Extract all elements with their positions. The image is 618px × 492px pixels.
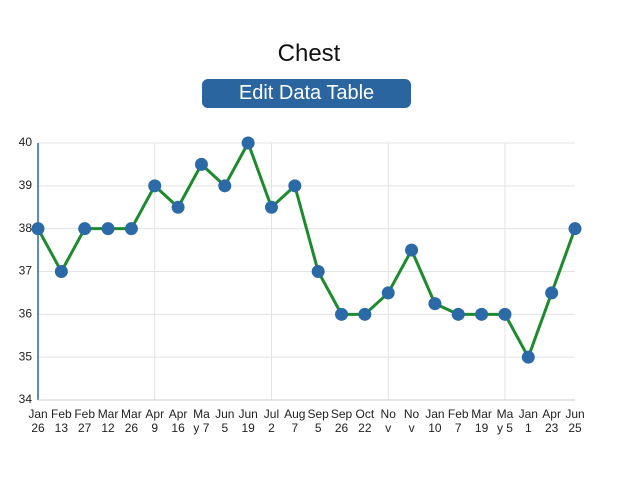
data-point (264, 200, 278, 214)
data-point (545, 286, 559, 300)
x-tick-label: Jun 19 (238, 407, 258, 435)
x-tick-label: Feb 7 (447, 407, 469, 435)
data-point (148, 179, 162, 193)
data-point (124, 222, 138, 236)
x-tick-label: Jun 5 (215, 407, 235, 435)
x-tick-label: Apr 9 (145, 407, 165, 435)
x-tick-label: Sep 5 (307, 407, 329, 435)
data-point (54, 265, 68, 278)
x-tick-label: Feb 27 (74, 407, 96, 435)
data-point (101, 222, 115, 236)
x-tick-label: Feb 13 (51, 407, 72, 435)
x-tick-label: Jan 1 (518, 407, 538, 435)
x-tick-label: No v (380, 407, 396, 435)
x-tick-label: Ma y 5 (496, 407, 514, 435)
data-point (381, 286, 395, 300)
x-tick-label: Oct 22 (355, 407, 375, 435)
x-tick-label: Apr 23 (542, 407, 561, 435)
data-point (241, 136, 255, 150)
data-line (36, 141, 577, 359)
y-tick-label: 37 (19, 264, 33, 278)
edit-data-table-button[interactable]: Edit Data Table (202, 79, 411, 108)
data-point (288, 179, 302, 193)
y-tick-label: 39 (19, 178, 33, 192)
data-point (475, 307, 489, 321)
x-tick-label: Jul 2 (263, 407, 280, 435)
data-point (31, 222, 45, 236)
data-point (498, 307, 512, 321)
x-tick-label: Mar 12 (97, 407, 119, 435)
data-point (335, 307, 349, 321)
x-tick-label: Ma y 7 (193, 407, 210, 435)
y-tick-label: 36 (19, 307, 33, 321)
x-tick-label: No v (403, 407, 420, 435)
x-tick-label: Jun 25 (565, 407, 585, 435)
data-point (358, 307, 372, 321)
data-point (405, 243, 419, 257)
x-tick-label: Sep 26 (330, 407, 353, 435)
x-tick-label: Mar 26 (121, 407, 142, 435)
data-point (568, 222, 582, 236)
y-tick-label: 34 (19, 392, 33, 406)
x-tick-label: Jan 10 (425, 407, 445, 435)
data-point (311, 265, 325, 278)
data-point (521, 350, 535, 364)
data-point (451, 307, 465, 321)
x-tick-label: Aug 7 (284, 407, 306, 435)
data-point (171, 200, 185, 214)
x-tick-label: Apr 16 (168, 407, 188, 435)
data-point (194, 157, 208, 171)
y-tick-label: 38 (19, 221, 33, 235)
data-point (218, 179, 232, 193)
data-point (428, 297, 442, 311)
y-tick-label: 40 (19, 135, 33, 149)
chart-title: Chest (277, 40, 341, 67)
x-tick-label: Jan 26 (28, 407, 48, 435)
x-tick-label: Mar 19 (471, 407, 492, 435)
y-tick-label: 35 (19, 349, 33, 363)
data-point (78, 222, 92, 236)
